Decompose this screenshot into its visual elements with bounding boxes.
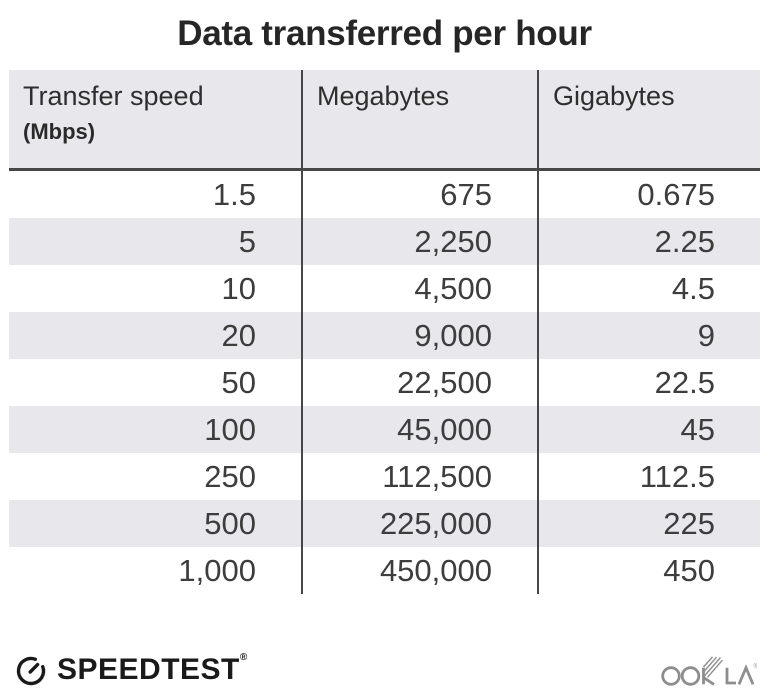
transfer-speed-cell: 500 (9, 500, 302, 547)
megabytes-cell: 112,500 (301, 453, 538, 500)
gigabytes-cell: 450 (537, 547, 760, 594)
column-header-gigabytes: Gigabytes (537, 70, 760, 171)
ookla-letter-a (737, 664, 755, 685)
speedtest-label: SPEEDTEST (57, 653, 240, 686)
gigabytes-cell: 0.675 (537, 169, 760, 218)
table-row: 20 9,000 9 (9, 312, 760, 359)
speedtest-trademark: ® (239, 652, 248, 663)
ookla-logo: ® (661, 656, 758, 686)
gigabytes-cell: 2.25 (537, 218, 760, 265)
page-title: Data transferred per hour (177, 14, 592, 53)
transfer-speed-cell: 1.5 (9, 169, 302, 218)
gigabytes-cell: 112.5 (537, 453, 760, 500)
table-row: 250 112,500 112.5 (9, 453, 760, 500)
speedtest-wordmark: SPEEDTEST® (57, 652, 248, 686)
transfer-speed-cell: 50 (9, 359, 302, 406)
transfer-speed-cell: 1,000 (9, 547, 302, 594)
megabytes-cell: 45,000 (301, 406, 538, 453)
header-row: Transfer speed (Mbps) Megabytes Gigabyte… (9, 70, 760, 171)
ookla-letter-o (680, 666, 701, 686)
megabytes-cell: 4,500 (301, 265, 538, 312)
gigabytes-cell: 225 (537, 500, 760, 547)
table-row: 50 22,500 22.5 (9, 359, 760, 406)
table-body: 1.5 675 0.675 5 2,250 2.25 10 4,500 4.5 20 9,000 9 5… (9, 169, 760, 594)
table-row: 1,000 450,000 450 (9, 547, 760, 594)
megabytes-cell: 450,000 (301, 547, 538, 594)
transfer-speed-cell: 10 (9, 265, 302, 312)
data-table: Transfer speed (Mbps) Megabytes Gigabyte… (9, 70, 760, 594)
megabytes-cell: 22,500 (301, 359, 538, 406)
table-row: 10 4,500 4.5 (9, 265, 760, 312)
megabytes-cell: 675 (301, 169, 538, 218)
gigabytes-cell: 4.5 (537, 265, 760, 312)
speedtest-logo: SPEEDTEST® (14, 653, 248, 687)
megabytes-cell: 9,000 (301, 312, 538, 359)
table-row: 1.5 675 0.675 (9, 169, 760, 218)
column-header-transfer-speed: Transfer speed (Mbps) (9, 70, 302, 171)
megabytes-cell: 225,000 (301, 500, 538, 547)
ookla-letter-k (702, 656, 724, 686)
column-header-label: Transfer speed (23, 81, 204, 111)
gigabytes-cell: 9 (537, 312, 760, 359)
ookla-letter-l (725, 667, 736, 685)
column-header-sublabel-mbps: (Mbps) (23, 119, 96, 144)
transfer-speed-cell: 250 (9, 453, 302, 500)
table-row: 100 45,000 45 (9, 406, 760, 453)
transfer-speed-cell: 5 (9, 218, 302, 265)
column-header-megabytes: Megabytes (301, 70, 538, 171)
table-header: Transfer speed (Mbps) Megabytes Gigabyte… (9, 70, 760, 171)
speedtest-gauge-icon (16, 656, 46, 686)
transfer-speed-cell: 100 (9, 406, 302, 453)
gigabytes-cell: 45 (537, 406, 760, 453)
table-row: 500 225,000 225 (9, 500, 760, 547)
ookla-trademark: ® (754, 663, 758, 670)
table-row: 5 2,250 2.25 (9, 218, 760, 265)
footer: SPEEDTEST® ® (14, 648, 757, 692)
megabytes-cell: 2,250 (301, 218, 538, 265)
transfer-speed-cell: 20 (9, 312, 302, 359)
gigabytes-cell: 22.5 (537, 359, 760, 406)
ookla-letter-o (661, 666, 681, 686)
